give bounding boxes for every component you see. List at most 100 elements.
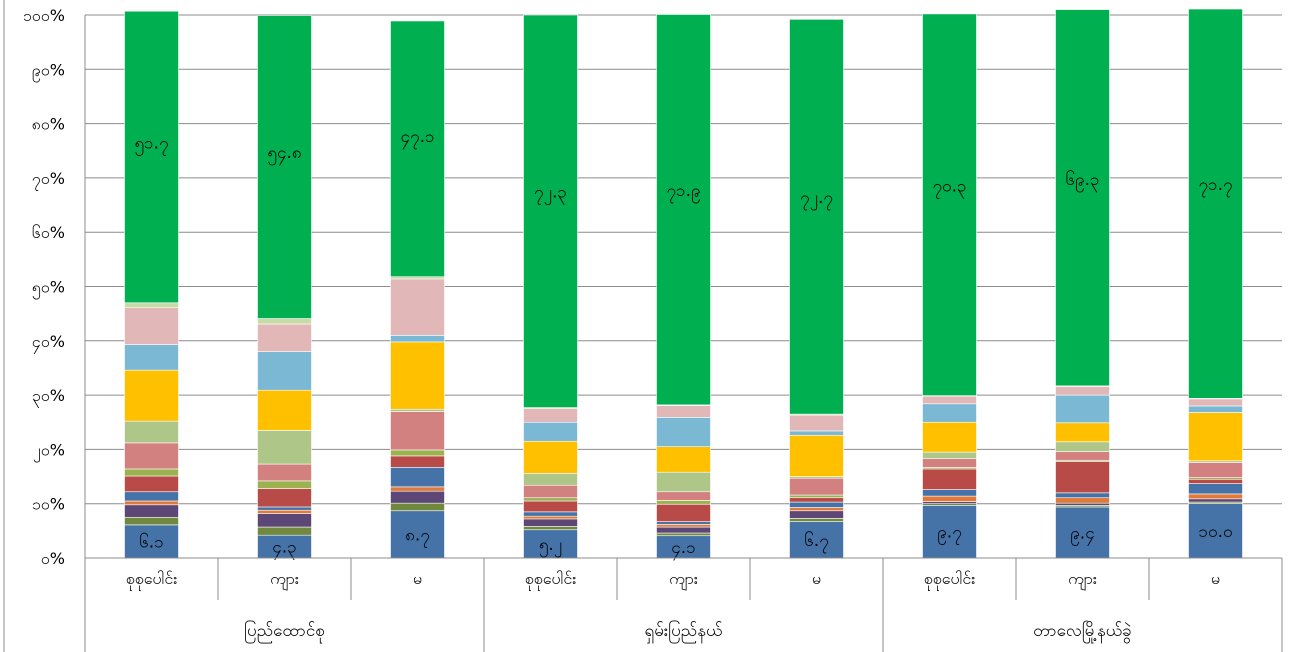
- bar-segment: [124, 10, 179, 304]
- bar-segment: [789, 507, 844, 512]
- bar-segment: [390, 510, 445, 559]
- bar-segment: [390, 449, 445, 457]
- data-label-bottom: ၆.၇: [804, 530, 829, 554]
- bar-segment: [257, 488, 312, 508]
- bar-segment: [390, 467, 445, 488]
- bar-segment: [390, 20, 445, 278]
- bar-segment: [124, 475, 179, 493]
- y-tick-label: ၁၀၀%: [23, 6, 65, 25]
- bar-segment: [656, 503, 711, 522]
- bar-segment: [1188, 503, 1243, 559]
- data-label-top: ၇၂.၃: [534, 183, 567, 206]
- y-axis-ticks: ၀% ၁၀% ၂၀% ၃၀% ၄၀% ၅၀% ၆၀% ၇၀% ၈၀% ၉၀% ၁၀၀%: [23, 6, 65, 568]
- bar-segment: [523, 440, 578, 474]
- data-label-top: ၄၇.၁: [400, 127, 434, 150]
- bar-segment: [124, 442, 179, 470]
- bar-segment: [257, 15, 312, 319]
- y-tick-label: ၀%: [41, 549, 65, 568]
- bar-segment: [523, 14, 578, 408]
- bar-segment: [124, 500, 179, 506]
- bar-segment: [257, 318, 312, 325]
- data-label-bottom: ၄.၃: [272, 538, 297, 561]
- bar-segment: [789, 430, 844, 436]
- category-label: စုစုပေါင်း: [126, 569, 178, 591]
- bar-segment: [257, 323, 312, 352]
- y-tick-label: ၁၀%: [32, 495, 65, 514]
- bar-segment: [789, 494, 844, 499]
- bar-segment: [257, 509, 312, 514]
- y-tick-label: ၅၀%: [32, 278, 65, 300]
- bar-segment: [390, 411, 445, 451]
- bar-segment: [124, 524, 179, 559]
- bar-segment: [1188, 478, 1243, 484]
- bar-segment: [922, 468, 977, 490]
- category-label: စုစုပေါင်း: [525, 569, 577, 591]
- bar-segment: [124, 468, 179, 477]
- bar-segment: [124, 420, 179, 444]
- bar-segment: [124, 504, 179, 518]
- category-label: မ: [1211, 569, 1220, 588]
- bar-segment: [390, 486, 445, 492]
- data-label-top: ၇၂.၇: [800, 188, 833, 211]
- category-label: ကျား: [1068, 569, 1097, 591]
- bar-segment: [1055, 492, 1110, 499]
- bar-segment: [124, 369, 179, 422]
- bar-segment: [922, 489, 977, 497]
- y-tick-label: ၈၀%: [32, 115, 65, 134]
- bar-segment: [390, 502, 445, 512]
- bar-segment: [1188, 493, 1243, 500]
- bar-segment: [1055, 502, 1110, 506]
- bar-segment: [789, 477, 844, 496]
- group-label: တာလေမြို့နယ်ခွဲ: [1033, 619, 1132, 644]
- data-label-top: ၇၀.၃: [932, 177, 966, 200]
- bar-segment: [257, 506, 312, 511]
- bar-segment: [523, 500, 578, 513]
- bar-segment: [390, 278, 445, 336]
- data-label-top: ၅၁.၇: [134, 133, 168, 156]
- bar-segment: [656, 417, 711, 447]
- bar-segment: [523, 515, 578, 520]
- data-label-bottom: ၁၀.၀: [1198, 522, 1232, 542]
- bar-segment: [656, 405, 711, 418]
- bar-segment: [789, 497, 844, 503]
- bar-segment: [523, 484, 578, 499]
- bar-segment: [1055, 9, 1110, 387]
- bars: [124, 8, 1243, 559]
- y-tick-label: ၆၀%: [32, 223, 65, 242]
- bar-segment: [390, 490, 445, 504]
- bar-segment: [922, 421, 977, 453]
- bar-segment: [789, 501, 844, 508]
- x-axis: စုစုပေါင်း ကျား မ စုစုပေါင်း ကျား မ စုစုပေါင်း…: [3, 0, 1283, 652]
- bar-segment: [390, 341, 445, 410]
- data-label-bottom: ၈.၇: [405, 525, 430, 548]
- bar-segment: [523, 526, 578, 531]
- bar-segment: [390, 455, 445, 468]
- bar-segment: [1188, 405, 1243, 413]
- bar-segment: [523, 511, 578, 517]
- bar-segment: [1188, 483, 1243, 495]
- bar-segment: [257, 513, 312, 528]
- data-label-bottom: ၅.၂: [539, 535, 562, 558]
- bar-segment: [922, 495, 977, 502]
- bar-segment: [656, 532, 711, 537]
- bar-segment: [1055, 497, 1110, 504]
- bar-segment: [656, 526, 711, 534]
- bar-segment: [1188, 412, 1243, 462]
- bar-segment: [124, 302, 179, 308]
- bar-segment: [1055, 386, 1110, 396]
- bar-segment: [523, 408, 578, 423]
- bar-segment: [656, 500, 711, 505]
- bar-segment: [922, 403, 977, 423]
- bar-segment: [124, 307, 179, 345]
- y-tick-label: ၄၀%: [32, 332, 65, 354]
- bar-segment: [656, 446, 711, 473]
- category-label: စုစုပေါင်း: [924, 569, 976, 591]
- data-label-bottom: ၉.၄: [1070, 523, 1095, 546]
- bar-segment: [1055, 451, 1110, 461]
- bar-segment: [124, 516, 179, 526]
- bar-segment: [523, 421, 578, 442]
- bar-segment: [789, 19, 844, 415]
- bar-segment: [656, 521, 711, 525]
- data-label-top: ၇၁.၉: [666, 181, 700, 204]
- bar-segment: [1055, 506, 1110, 559]
